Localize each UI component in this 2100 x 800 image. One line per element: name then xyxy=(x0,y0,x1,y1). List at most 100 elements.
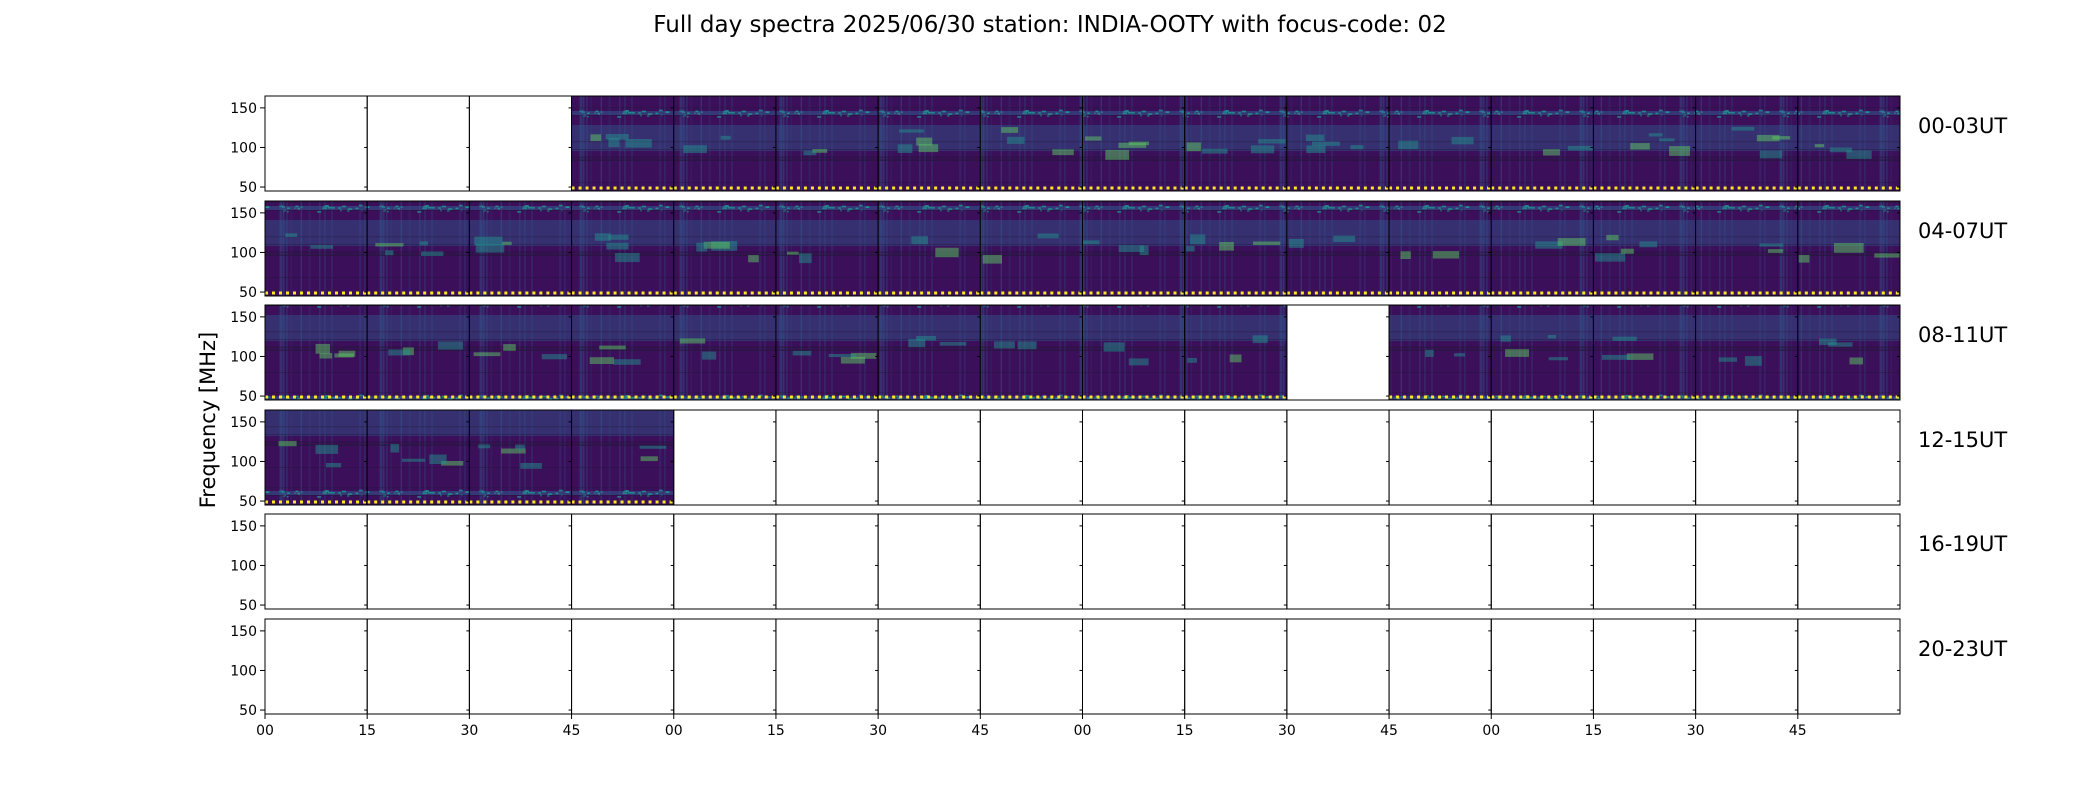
panel-frame xyxy=(468,95,573,192)
x-tick-label: 45 xyxy=(971,723,989,739)
panel-frame xyxy=(366,618,470,715)
panel-frame xyxy=(1592,618,1697,715)
panel-frame xyxy=(1797,95,1901,192)
x-tick-label: 00 xyxy=(1074,723,1092,739)
row-label: 00-03UT xyxy=(1918,114,2008,139)
spectrogram-panel xyxy=(878,96,981,191)
spectrogram-panel xyxy=(980,305,1083,400)
panel-frame xyxy=(1082,513,1186,610)
spectrogram-panel xyxy=(1695,305,1798,400)
spectrogram-panel xyxy=(1593,96,1696,191)
panel-frame xyxy=(775,409,879,506)
y-tick-label: 150 xyxy=(230,101,257,117)
y-tick-label: 50 xyxy=(239,285,257,301)
panel-frame xyxy=(1082,409,1186,506)
panel-frame xyxy=(775,513,879,610)
panel-frame xyxy=(1082,618,1186,715)
panel-frame xyxy=(877,513,981,610)
x-tick-label: 30 xyxy=(869,723,887,739)
panel-frame xyxy=(1490,409,1594,506)
spectrogram-panel xyxy=(571,96,674,191)
panel-frame xyxy=(979,618,1083,715)
x-tick-label: 30 xyxy=(1278,723,1296,739)
panel-frame xyxy=(673,513,777,610)
row-label: 08-11UT xyxy=(1918,323,2008,348)
y-tick-label: 100 xyxy=(230,558,257,574)
y-tick-label: 50 xyxy=(239,703,257,719)
spectrogram-panel xyxy=(1593,305,1696,400)
panel-frame xyxy=(1592,513,1697,610)
spectrogram-panel xyxy=(367,410,470,505)
panel-frame xyxy=(264,618,368,715)
figure-title: Full day spectra 2025/06/30 station: IND… xyxy=(653,12,1447,38)
spectrogram-panel xyxy=(571,201,674,296)
x-tick-label: 15 xyxy=(767,723,785,739)
spectra-row-20-23UT xyxy=(264,618,1901,715)
spectrogram-panel xyxy=(1695,201,1798,296)
spectrogram-panel xyxy=(1797,96,1900,191)
y-tick-label: 150 xyxy=(230,519,257,535)
row-label: 16-19UT xyxy=(1918,532,2008,557)
panel-frame xyxy=(366,95,470,192)
spectrogram-panel xyxy=(469,410,572,505)
y-tick-label: 100 xyxy=(230,454,257,470)
spectrogram-panel xyxy=(1184,96,1287,191)
x-tick-label: 15 xyxy=(1176,723,1194,739)
spectrogram-panel xyxy=(1082,201,1185,296)
panel-frame xyxy=(1797,409,1901,506)
panel-frame xyxy=(979,409,1083,506)
spectra-row-16-19UT xyxy=(264,513,1901,610)
panel-frame xyxy=(1388,409,1492,506)
spectrogram-panel xyxy=(1593,201,1696,296)
y-tick-label: 50 xyxy=(239,494,257,510)
spectrogram-panel xyxy=(1491,96,1594,191)
spectrogram-panel xyxy=(265,410,368,505)
spectrogram-panel xyxy=(1695,96,1798,191)
row-label: 04-07UT xyxy=(1918,219,2008,244)
x-tick-label: 00 xyxy=(665,723,683,739)
x-tick-label: 45 xyxy=(1789,723,1807,739)
panel-frame xyxy=(1797,513,1901,610)
y-tick-label: 50 xyxy=(239,598,257,614)
spectrogram-panel xyxy=(673,305,776,400)
x-tick-label: 30 xyxy=(460,723,478,739)
x-tick-label: 45 xyxy=(1380,723,1398,739)
panel-frame xyxy=(877,618,981,715)
x-tick-label: 45 xyxy=(563,723,581,739)
spectrogram-panel xyxy=(571,305,674,400)
spectrogram-panel xyxy=(878,201,981,296)
spectrogram-panel xyxy=(1082,305,1185,400)
panel-frame xyxy=(775,618,879,715)
panel-frame xyxy=(1797,618,1901,715)
y-tick-label: 100 xyxy=(230,140,257,156)
spectrogram-panel xyxy=(980,201,1083,296)
spectrogram-panel xyxy=(1491,305,1594,400)
panel-frame xyxy=(1388,618,1492,715)
spectrogram-panel xyxy=(775,96,879,191)
panel-frame xyxy=(1797,304,1901,401)
x-tick-label: 00 xyxy=(1482,723,1500,739)
y-axis-label: Frequency [MHz] xyxy=(196,331,220,509)
y-tick-label: 150 xyxy=(230,415,257,431)
spectrogram-panel xyxy=(1286,201,1390,296)
panel-frame xyxy=(468,513,573,610)
panel-frame xyxy=(1184,513,1288,610)
panel-frame xyxy=(1797,200,1901,297)
x-tick-label: 15 xyxy=(1585,723,1603,739)
spectrogram-panel xyxy=(1082,96,1185,191)
spectrogram-panel xyxy=(980,96,1083,191)
spectrogram-panel xyxy=(1184,305,1287,400)
panel-frame xyxy=(1592,409,1697,506)
panel-frame xyxy=(571,513,675,610)
spectrogram-panel xyxy=(775,305,879,400)
spectrogram-panel xyxy=(469,305,572,400)
y-tick-label: 150 xyxy=(230,310,257,326)
panel-frame xyxy=(1695,409,1799,506)
panel-frame xyxy=(1286,409,1390,506)
row-label: 20-23UT xyxy=(1918,637,2008,662)
spectra-row-08-11UT xyxy=(264,304,1901,401)
spectrogram-panel xyxy=(673,96,776,191)
panel-frame xyxy=(1286,618,1390,715)
panel-frame xyxy=(366,513,470,610)
panel-frame xyxy=(571,618,675,715)
